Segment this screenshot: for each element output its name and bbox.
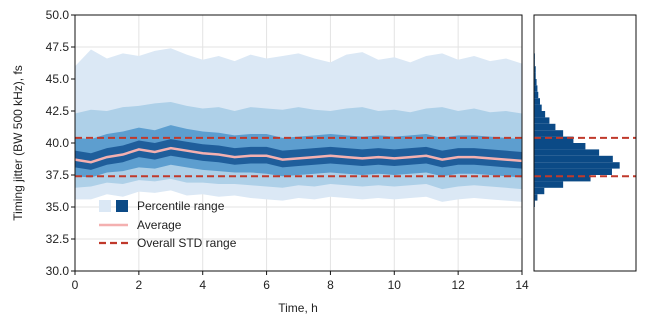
- legend-percentile-label: Percentile range: [137, 199, 225, 213]
- x-axis-label: Time, h: [278, 301, 318, 315]
- histogram-bar: [534, 169, 612, 175]
- y-axis-label: Timing jitter (BW 500 kHz), fs: [11, 65, 25, 221]
- histogram-bar: [534, 162, 620, 168]
- histogram-bar: [534, 105, 542, 111]
- x-tick-label: 10: [388, 278, 402, 292]
- y-tick-label: 50.0: [46, 8, 70, 22]
- y-tick-label: 42.5: [46, 104, 70, 118]
- histogram-bar: [534, 143, 585, 149]
- y-tick-label: 40.0: [46, 136, 70, 150]
- histogram-bar: [534, 92, 538, 98]
- x-tick-label: 8: [327, 278, 334, 292]
- legend-average-label: Average: [137, 218, 182, 232]
- histogram-bar: [534, 188, 544, 194]
- histogram-bar: [534, 98, 540, 104]
- legend-swatch-percentile-light: [99, 200, 111, 212]
- x-tick-label: 12: [451, 278, 465, 292]
- histogram-bar: [534, 149, 599, 155]
- histogram-bar: [534, 194, 537, 200]
- x-tick-label: 6: [263, 278, 270, 292]
- y-tick-label: 30.0: [46, 264, 70, 278]
- percentile-bands: [75, 48, 522, 202]
- y-tick-label: 35.0: [46, 200, 70, 214]
- y-tick-label: 45.0: [46, 72, 70, 86]
- histogram-bar: [534, 85, 537, 91]
- histogram-bar: [534, 156, 613, 162]
- y-tick-label: 32.5: [46, 232, 70, 246]
- histogram-bar: [534, 124, 555, 130]
- histogram-bar: [534, 117, 549, 123]
- x-tick-label: 14: [515, 278, 529, 292]
- y-tick-label: 37.5: [46, 168, 70, 182]
- x-tick-label: 4: [199, 278, 206, 292]
- x-tick-label: 0: [72, 278, 79, 292]
- legend-std-label: Overall STD range: [137, 236, 237, 250]
- histogram-bar: [534, 181, 563, 187]
- histogram-bar: [534, 130, 563, 136]
- histogram-bar: [534, 111, 545, 117]
- legend-swatch-percentile-dark: [116, 200, 128, 212]
- x-tick-label: 2: [136, 278, 143, 292]
- y-tick-label: 47.5: [46, 40, 70, 54]
